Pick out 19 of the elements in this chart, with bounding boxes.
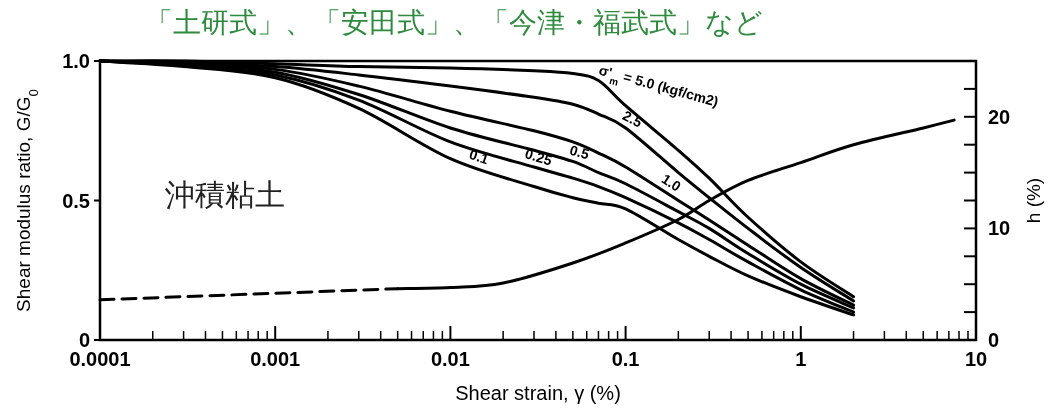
text: 0.25 <box>523 145 555 169</box>
y-tick-label: 0.5 <box>62 189 90 212</box>
x-tick-label: 0.001 <box>250 348 301 370</box>
text: 1.0 <box>658 170 685 195</box>
y2-tick-label: 10 <box>988 217 1011 240</box>
annotation: 沖積粘土 <box>165 178 285 211</box>
y-tick-label: 0 <box>78 329 90 351</box>
y2-tick-label: 20 <box>988 105 1011 128</box>
x-tick-label: 0.01 <box>430 348 470 370</box>
x-axis-title: Shear strain, γ (%) <box>455 382 621 404</box>
x-tick-label: 10 <box>964 348 988 370</box>
x-tick-label: 1 <box>795 348 807 370</box>
chart-title: 「土研式」、「安田式」、「今津・福武式」など <box>145 7 763 38</box>
x-tick-label: 0.0001 <box>69 348 131 370</box>
y2-axis-title: h (%) <box>1023 177 1044 224</box>
y-tick-label: 1.0 <box>62 50 90 72</box>
y2-tick-label: 0 <box>988 329 1000 351</box>
text: 0.5 <box>568 141 592 163</box>
x-tick-label: 0.1 <box>611 348 640 370</box>
